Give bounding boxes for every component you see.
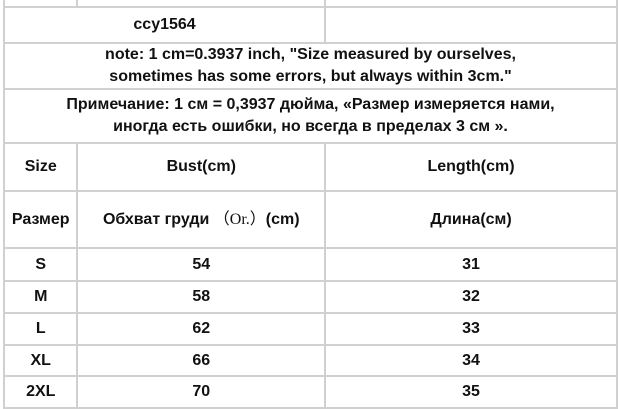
table-row: M 58 32	[2, 280, 618, 314]
length-cell: 31	[324, 247, 618, 282]
bust-ru-label: Обхват груди	[102, 210, 210, 228]
note-ru: Примечание: 1 см = 0,3937 дюйма, «Размер…	[3, 88, 618, 144]
bust-ru-unit: (cm)	[265, 210, 300, 228]
header-en-row: Size Bust(cm) Length(cm)	[2, 142, 618, 192]
header-bust: Bust(cm)	[76, 142, 327, 192]
table-row: L 62 33	[2, 312, 618, 346]
length-cell: 34	[324, 344, 618, 377]
note-ru-line2: иногда есть ошибки, но всегда в пределах…	[113, 118, 508, 135]
bust-cell: 54	[76, 247, 327, 282]
bust-cell: 66	[76, 344, 327, 377]
bust-cell: 62	[76, 312, 327, 346]
header-length: Length(cm)	[324, 142, 618, 192]
note-en-line2: sometimes has some errors, but always wi…	[109, 68, 512, 85]
size-cell: L	[2, 312, 79, 346]
length-cell: 35	[324, 375, 618, 409]
length-cell: 32	[324, 280, 618, 314]
header-size: Size	[2, 142, 79, 192]
bust-cell: 70	[76, 375, 327, 409]
table-row: 2XL 70 35	[2, 375, 618, 409]
note-ru-row: Примечание: 1 см = 0,3937 дюйма, «Размер…	[3, 88, 618, 144]
table-row: S 54 31	[2, 247, 618, 282]
header-ru-row: Размер Обхват груди （Or.）(cm) Длина(см)	[2, 190, 618, 249]
note-en: note: 1 cm=0.3937 inch, "Size measured b…	[3, 42, 618, 90]
note-en-line1: note: 1 cm=0.3937 inch, "Size measured b…	[105, 46, 516, 63]
size-cell: XL	[2, 344, 79, 377]
header-length-ru: Длина(см)	[324, 190, 618, 249]
header-bust-ru: Обхват груди （Or.）(cm)	[76, 190, 327, 249]
table-row: XL 66 34	[2, 344, 618, 377]
note-en-row: note: 1 cm=0.3937 inch, "Size measured b…	[3, 42, 618, 90]
size-cell: S	[2, 247, 79, 282]
top-cut-row	[2, 0, 618, 8]
bust-cell: 58	[76, 280, 327, 314]
size-cell: 2XL	[2, 375, 79, 409]
title-row: ccy1564	[2, 6, 618, 44]
length-cell: 33	[324, 312, 618, 346]
note-ru-line1: Примечание: 1 см = 0,3937 дюйма, «Размер…	[66, 96, 555, 113]
size-cell: M	[2, 280, 79, 314]
bust-ru-abbr: （Or.）	[213, 210, 266, 228]
header-size-ru: Размер	[2, 190, 79, 249]
product-code: ccy1564	[2, 6, 327, 44]
